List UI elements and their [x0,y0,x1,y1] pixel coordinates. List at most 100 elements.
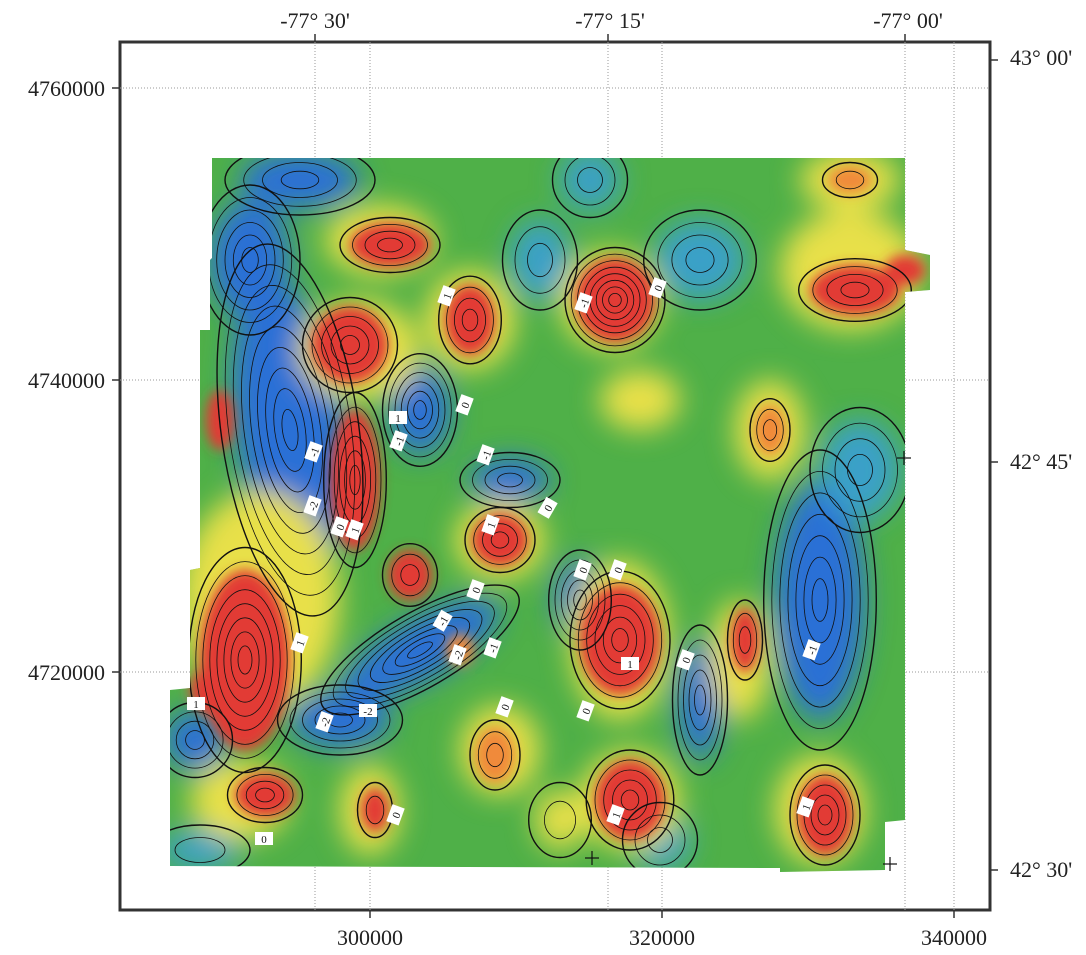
contour-label: 0 [495,696,514,718]
contour-ring [170,824,251,872]
contour-label: -1 [432,609,453,632]
contour-label: -2 [359,704,377,718]
contour-ring [382,625,458,675]
contour-label-text: 0 [459,400,472,410]
right-latitude-labels: 43° 00' 42° 45' 42° 30' [1010,45,1072,882]
contour-ring [671,624,729,776]
contour-ring [683,654,717,746]
contour-ring [577,167,603,193]
contour-ring [548,549,613,651]
contour-ring [594,605,646,675]
contour-ring [756,408,784,452]
contour-ring [779,492,861,708]
contour-label: -1 [389,430,408,452]
contour-label-bg [495,696,514,718]
contour-ring [497,472,523,488]
contour-ring [612,779,648,821]
contour-ring [482,523,518,557]
contour-label: 0 [676,649,695,671]
contour-label: -1 [304,441,323,463]
contour-ring [340,335,360,355]
contour-label-bg [481,514,500,536]
easting-label-2: 320000 [629,925,695,950]
contour-label-bg [576,700,595,722]
contour-label-text: 1 [395,413,401,425]
contour-label-text: 0 [261,834,267,846]
contour-ring [216,243,364,617]
contour-ring [446,286,494,354]
contour-ring [486,742,504,768]
contour-label-text: -1 [806,644,820,657]
contour-ring [817,804,833,826]
contour-ring [175,720,215,760]
contour-ring [834,438,886,502]
contour-ring [241,305,339,555]
contour-label: -2 [303,495,322,517]
contour-ring [276,684,404,756]
lat-label-2: 42° 45' [1010,449,1072,474]
contour-label: 0 [608,559,627,581]
contour-label: 1 [187,697,205,711]
contour-label-bg [455,394,474,416]
contour-ring [328,406,382,554]
contour-ring [472,458,548,501]
contour-label-text: -2 [452,649,466,662]
contour-ring [185,730,205,750]
contour-label-text: -1 [578,297,592,310]
contour-label-bg [573,559,592,581]
contour-ring [570,253,660,347]
contour-label-bg [606,804,625,826]
contour-ring [381,543,439,608]
contour-ring [749,398,791,463]
contour-ring [789,764,861,866]
grid-crosses [585,451,911,871]
contour-ring [257,347,323,513]
contour-ring [795,535,845,665]
contour-ring [826,273,884,306]
contour-ring [314,705,366,735]
contour-ring [608,292,622,307]
contour-ring [594,759,666,841]
contour-label: 0 [455,394,474,416]
contour-ring [464,506,536,574]
contour-label-bg [290,632,309,654]
contour-label: 0 [576,700,595,722]
contour-ring [241,247,259,273]
contour-ring [514,226,566,294]
contour-ring [311,306,389,384]
contour-ring [400,564,420,586]
contour-ring [391,553,429,597]
contour-ring [195,561,295,759]
contour-label-bg [437,285,456,307]
contour-label-text: 1 [485,521,498,530]
contour-ring [357,609,483,691]
contour-label-text: 0 [577,565,590,575]
contour-label-text: 0 [470,585,483,595]
contour-ring [621,801,699,872]
contour-ring [209,589,281,731]
northing-label-3: 4720000 [28,660,105,685]
contour-label-text: 0 [680,655,693,665]
contour-label-bg [345,519,364,541]
contour-ring [289,691,391,749]
contour-ring [249,326,331,534]
contour-label: 0 [648,277,667,299]
contour-label-text: 0 [612,565,625,575]
contour-ring [810,794,840,836]
contour-ring [671,234,729,286]
contour-label-bg [466,579,485,601]
contour-ring [577,582,663,698]
contour-label: 0 [330,516,349,538]
contour-ring [835,170,865,190]
left-northing-labels: 4760000 4740000 4720000 [28,76,105,685]
contour-ring [236,774,294,817]
contour-ring [302,698,378,742]
contour-ring [413,400,427,420]
contour-ring [528,781,593,859]
easting-label-3: 340000 [921,925,987,950]
contour-ring [647,827,673,853]
contour-ring [281,408,299,452]
contour-ring [657,222,743,298]
contour-label: 1 [290,632,309,654]
contour-label-text: 0 [334,522,347,532]
